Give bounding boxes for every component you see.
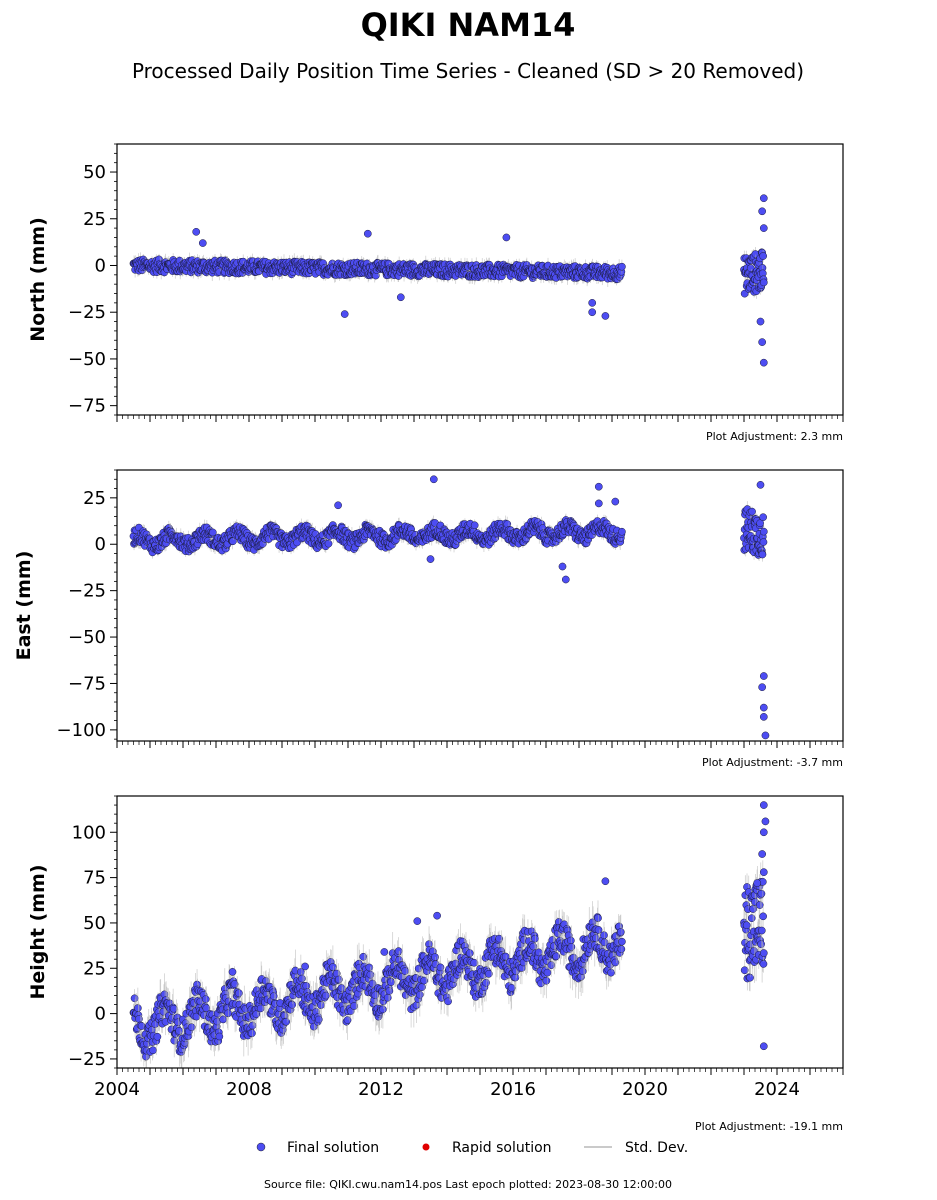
- outlier-point: [758, 338, 767, 346]
- outlier-point: [594, 499, 603, 508]
- y-tick-label: −50: [68, 349, 106, 370]
- outlier-point: [759, 224, 768, 232]
- outlier-point: [429, 475, 438, 484]
- panels-group: −75 −50 −25 0 25 50 North (mm) Plot Adjustment:…: [13, 143, 844, 1133]
- data-point: [215, 1032, 224, 1041]
- chart-subtitle: Processed Daily Position Time Series - C…: [132, 59, 804, 83]
- outlier-point: [756, 480, 765, 489]
- outlier-point: [758, 207, 767, 216]
- y-tick-label: −25: [68, 581, 106, 602]
- data-point: [758, 550, 767, 559]
- outlier-point: [334, 501, 342, 510]
- y-axis-label: North (mm): [27, 217, 49, 342]
- data-point: [208, 528, 217, 537]
- y-tick-label: −100: [57, 720, 106, 741]
- outlier-point: [588, 308, 597, 317]
- data-point: [153, 1032, 162, 1041]
- plot-adjustment-note: Plot Adjustment: 2.3 mm: [706, 430, 843, 443]
- data-point: [317, 1001, 325, 1009]
- data-point: [224, 1009, 232, 1018]
- data-point: [759, 538, 768, 546]
- outlier-point: [759, 703, 768, 712]
- data-point: [470, 521, 479, 530]
- chart-title: QIKI NAM14: [361, 6, 576, 44]
- outlier-point: [594, 482, 603, 491]
- panel-frame: [116, 469, 844, 742]
- outlier-point: [611, 497, 620, 506]
- data-point: [759, 278, 768, 287]
- outlier-point: [561, 575, 570, 584]
- data-point: [149, 1046, 157, 1055]
- y-tick-label: 25: [83, 209, 106, 230]
- y-tick-label: −75: [68, 673, 106, 694]
- outlier-point: [396, 293, 405, 302]
- data-point: [748, 507, 756, 516]
- y-tick-label: 50: [83, 162, 106, 183]
- panel-data: [129, 194, 768, 367]
- outlier-point: [759, 672, 768, 680]
- data-point: [759, 513, 767, 522]
- outlier-point: [363, 229, 372, 238]
- data-point: [759, 527, 768, 536]
- outlier-point: [558, 562, 567, 571]
- y-tick-label: −25: [68, 302, 106, 323]
- panel-1: −75 −50 −25 0 25 50 North (mm) Plot Adjustment:…: [27, 143, 844, 443]
- data-point: [618, 262, 626, 271]
- panel-data: [129, 801, 770, 1068]
- outlier-point: [759, 358, 768, 367]
- data-point: [618, 527, 626, 536]
- data-point: [321, 991, 330, 1000]
- outlier-point: [502, 233, 511, 242]
- y-tick-label: −75: [68, 396, 106, 417]
- outlier-point: [340, 310, 349, 318]
- data-point: [269, 992, 278, 1001]
- outlier-point: [759, 713, 768, 721]
- outlier-point: [601, 312, 610, 320]
- data-point: [187, 1023, 196, 1032]
- data-point: [759, 252, 767, 260]
- data-point: [756, 519, 764, 528]
- outlier-point: [756, 317, 765, 326]
- data-point: [133, 1004, 142, 1012]
- y-axis-label: East (mm): [13, 551, 35, 661]
- y-tick-label: 0: [95, 255, 106, 276]
- data-point: [219, 1015, 227, 1024]
- panel-2: −100 −75 −50 −25 0 25 East (mm) Plot Adjustment…: [13, 469, 844, 769]
- outlier-point: [588, 299, 597, 307]
- outlier-point: [192, 227, 201, 236]
- data-point: [248, 1029, 256, 1038]
- data-point: [201, 995, 210, 1003]
- y-tick-label: 0: [95, 534, 106, 555]
- outlier-point: [426, 555, 435, 563]
- y-tick-label: −50: [68, 627, 106, 648]
- outlier-point: [758, 683, 767, 692]
- data-point: [130, 994, 139, 1003]
- plot-adjustment-note: Plot Adjustment: -3.7 mm: [702, 756, 843, 769]
- panel-data: [129, 475, 770, 740]
- data-point: [288, 1000, 296, 1009]
- outlier-point: [198, 239, 207, 247]
- data-point: [324, 539, 333, 548]
- outlier-point: [759, 194, 768, 203]
- outlier-point: [761, 731, 770, 740]
- y-tick-label: 25: [83, 488, 106, 509]
